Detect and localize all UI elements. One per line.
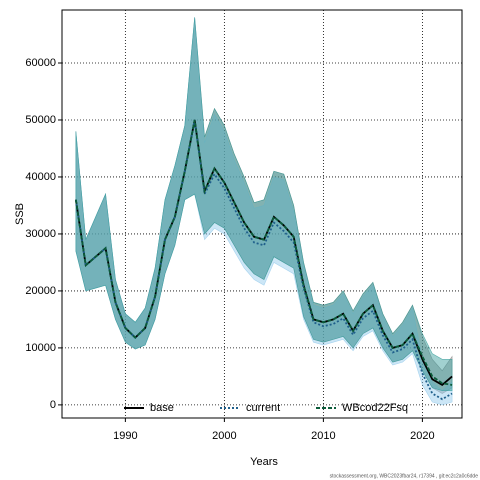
y-axis-label: SSB [14, 203, 26, 225]
y-tick-label: 60000 [25, 57, 56, 69]
x-axis-label: Years [250, 456, 278, 468]
y-tick-label: 0 [50, 399, 56, 411]
y-tick-label: 40000 [25, 171, 56, 183]
y-tick-label: 30000 [25, 228, 56, 240]
legend-label: WBcod22Fsq [342, 402, 408, 414]
footnote: stockassessment.org, WBC2023fbar24, r173… [330, 473, 479, 479]
x-tick-label: 2020 [410, 430, 434, 442]
legend-label: current [246, 402, 280, 414]
x-tick-label: 2010 [311, 430, 335, 442]
y-tick-label: 10000 [25, 342, 56, 354]
x-tick-label: 1990 [113, 430, 137, 442]
bands [75, 17, 453, 406]
confidence-band [75, 17, 453, 391]
x-tick-label: 2000 [212, 430, 236, 442]
series-line [74, 119, 453, 386]
y-tick-label: 20000 [25, 285, 56, 297]
legend-label: base [150, 402, 174, 414]
plot-frame [61, 9, 463, 419]
lines [74, 119, 453, 401]
y-tick-label: 50000 [25, 114, 56, 126]
